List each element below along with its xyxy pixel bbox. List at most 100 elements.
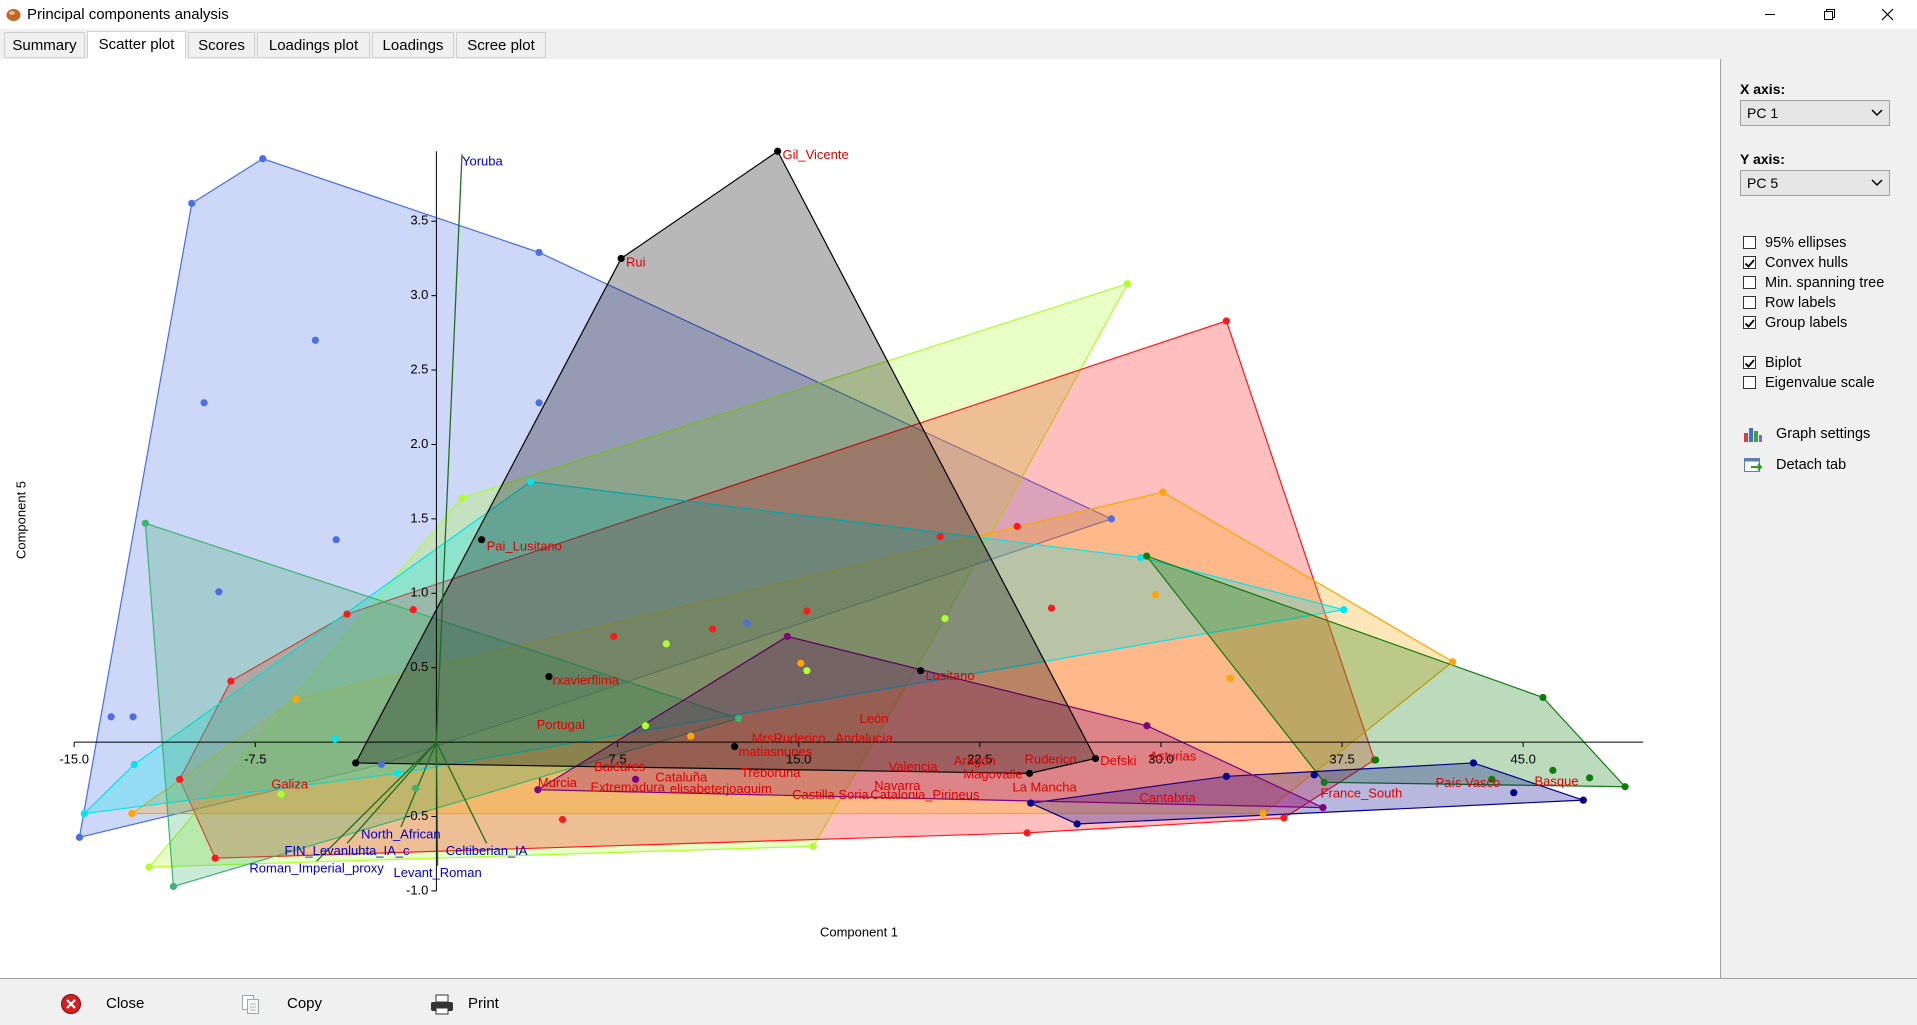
option-label: Convex hulls	[1765, 255, 1849, 271]
data-point	[343, 610, 351, 618]
data-point	[1025, 769, 1034, 777]
data-point	[1013, 522, 1021, 530]
group-label: Defski	[1100, 753, 1136, 768]
data-point	[526, 478, 535, 486]
data-point	[797, 659, 805, 667]
data-point	[1123, 280, 1131, 288]
data-point	[1151, 591, 1159, 599]
biplot-label: Roman_Imperial_proxy	[249, 861, 384, 876]
check-mark	[1744, 359, 1755, 368]
labels: Yoruba North_African FIN_Levanluhta_IA_c Ce…	[249, 147, 1578, 880]
check-mark	[1744, 319, 1755, 328]
x-axis-label: X axis:	[1740, 81, 1786, 97]
group-label: Aragón	[954, 753, 996, 768]
x-tick-label: -15.0	[59, 752, 89, 767]
y-axis-select[interactable]: PC 5	[1740, 170, 1890, 196]
data-point	[1469, 759, 1478, 767]
data-point	[200, 399, 208, 407]
checkbox[interactable]	[1743, 356, 1756, 369]
data-point	[709, 625, 717, 633]
data-point	[632, 775, 640, 783]
data-point	[617, 254, 625, 263]
data-point	[80, 809, 88, 818]
tab[interactable]: Summary	[4, 32, 85, 58]
group-label: Valencia	[889, 759, 939, 774]
tab[interactable]: Scree plot	[456, 32, 546, 58]
y-tick-label: 1.0	[410, 585, 428, 600]
scatter-plot: -15.0 -7.5 7.5 15.0 22.5 30.0 37.5 45.0 -1.0 -0.5…	[13, 147, 1644, 939]
data-point	[936, 533, 944, 541]
group-label: Cantabria	[1139, 790, 1196, 805]
data-point	[1280, 814, 1288, 822]
option-label: Row labels	[1765, 295, 1836, 311]
checkbox[interactable]	[1743, 236, 1756, 249]
x-tick-label: -7.5	[244, 752, 266, 767]
biplot-label: FIN_Levanluhta_IA_c	[285, 843, 411, 858]
option-label: Min. spanning tree	[1765, 275, 1885, 291]
checkbox[interactable]	[1743, 376, 1756, 389]
tab[interactable]: Scores	[188, 32, 255, 58]
checkbox[interactable]	[1743, 316, 1756, 329]
data-point	[352, 759, 360, 767]
data-point	[1372, 756, 1380, 764]
group-label: Gil_Vicente	[782, 147, 848, 162]
graph-settings-button[interactable]: Graph settings	[1743, 425, 1870, 447]
checkbox[interactable]	[1743, 276, 1756, 289]
data-point	[1137, 553, 1145, 562]
group-label: Treboruna	[741, 765, 801, 780]
y-tick-label: -1.0	[406, 882, 428, 897]
data-point	[803, 667, 811, 675]
data-point	[277, 790, 285, 798]
x-tick-label: 15.0	[786, 752, 811, 767]
checkbox[interactable]	[1743, 256, 1756, 269]
print-label: Print	[468, 995, 499, 1012]
check-mark	[1744, 259, 1755, 268]
group-label: MrsRuderico	[752, 731, 826, 746]
data-point	[215, 588, 223, 596]
close-window-button[interactable]	[1865, 0, 1911, 29]
data-point	[412, 784, 420, 792]
restore-button[interactable]	[1806, 0, 1852, 29]
data-point	[1091, 754, 1100, 763]
checkbox[interactable]	[1743, 296, 1756, 309]
group-label: La Mancha	[1012, 780, 1077, 795]
x-axis-select[interactable]: PC 1	[1740, 100, 1890, 126]
convex-hull	[129, 491, 1454, 815]
close-button[interactable]: Close	[60, 993, 144, 1019]
minimize-button[interactable]	[1747, 0, 1793, 29]
title-bar: Principal components analysis	[0, 0, 1917, 29]
data-point	[176, 775, 184, 783]
group-label: Pai_Lusitano	[487, 539, 562, 554]
close-icon	[61, 994, 81, 1014]
x-axis-value: PC 1	[1747, 105, 1779, 121]
tab[interactable]: Loadings plot	[257, 32, 370, 58]
biplot-label: North_African	[361, 826, 440, 841]
data-point	[1340, 606, 1348, 614]
data-point	[545, 673, 553, 681]
tab[interactable]: Scatter plot	[87, 31, 186, 59]
group-label: rxavierflima	[553, 673, 620, 688]
group-label: Catalonia_Pirineus	[870, 787, 980, 802]
data-point	[734, 714, 743, 722]
data-point	[1143, 722, 1151, 730]
graph-settings-icon	[1744, 428, 1762, 442]
copy-button[interactable]: Copy	[240, 993, 322, 1019]
data-point	[1579, 796, 1587, 804]
data-point	[1320, 778, 1328, 786]
data-point	[129, 713, 137, 721]
detach-tab-button[interactable]: Detach tab	[1743, 456, 1846, 478]
copy-label: Copy	[287, 995, 323, 1012]
print-button[interactable]: Print	[430, 993, 499, 1019]
data-point	[535, 399, 543, 407]
y-tick-label: 3.0	[410, 287, 428, 302]
data-point	[227, 677, 235, 685]
data-point	[1319, 803, 1327, 812]
copy-icon	[242, 995, 259, 1014]
tab[interactable]: Loadings	[372, 32, 454, 58]
biplot-vector	[435, 742, 439, 866]
y-tick-label: 3.5	[410, 213, 428, 228]
data-point	[1073, 820, 1081, 828]
data-point	[1143, 552, 1151, 560]
data-point	[1259, 809, 1267, 818]
data-point	[311, 336, 320, 344]
